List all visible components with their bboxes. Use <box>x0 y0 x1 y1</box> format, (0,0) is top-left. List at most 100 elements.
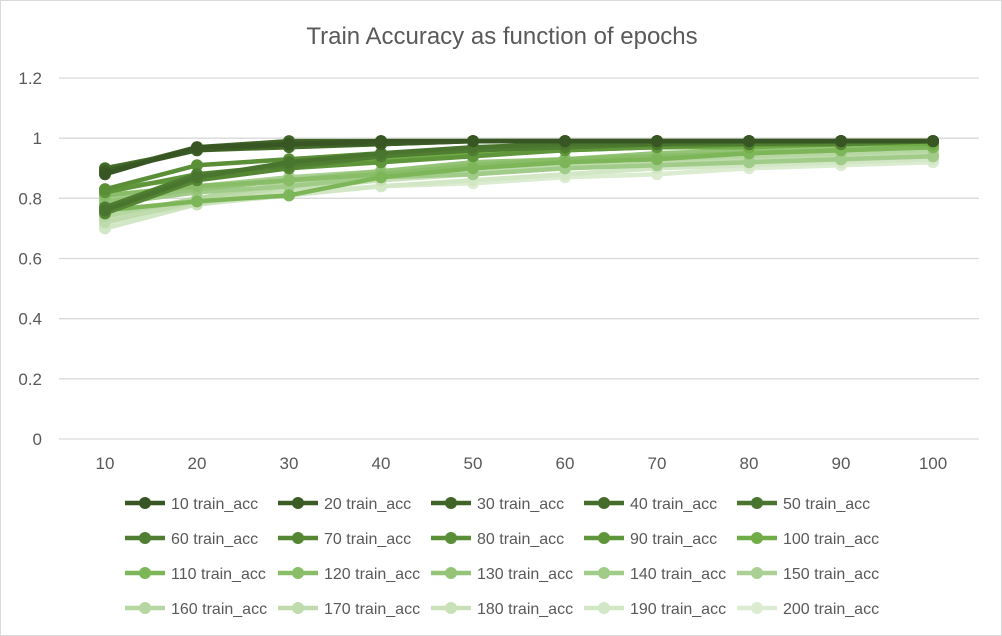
legend-swatch-marker <box>445 532 457 544</box>
data-point <box>467 162 479 175</box>
x-tick-label: 70 <box>648 454 667 473</box>
x-tick-label: 90 <box>832 454 851 473</box>
legend-swatch-marker <box>292 567 304 579</box>
data-point <box>835 153 847 166</box>
data-point <box>283 174 295 187</box>
legend-swatch-marker <box>292 497 304 509</box>
legend-label: 120 train_acc <box>324 566 420 583</box>
legend-swatch-marker <box>751 602 763 614</box>
legend-item: 60 train_acc <box>125 531 258 548</box>
legend-item: 90 train_acc <box>584 531 717 548</box>
y-tick-label: 0.2 <box>18 370 42 389</box>
legend-label: 130 train_acc <box>477 566 573 583</box>
legend-item: 50 train_acc <box>737 496 870 513</box>
legend-swatch-marker <box>751 532 763 544</box>
legend-item: 200 train_acc <box>737 601 879 618</box>
data-point <box>283 156 295 169</box>
data-point <box>927 150 939 163</box>
x-tick-label: 100 <box>919 454 947 473</box>
series-lines <box>99 135 939 235</box>
x-tick-label: 10 <box>96 454 115 473</box>
data-point <box>559 135 571 148</box>
data-point <box>375 135 387 148</box>
data-point <box>191 141 203 154</box>
data-point <box>835 135 847 148</box>
legend-item: 70 train_acc <box>278 531 411 548</box>
y-tick-label: 0.6 <box>18 250 42 269</box>
legend-item: 40 train_acc <box>584 496 717 513</box>
legend-swatch-marker <box>751 497 763 509</box>
legend-swatch-marker <box>445 567 457 579</box>
legend-label: 140 train_acc <box>630 566 726 583</box>
legend-item: 180 train_acc <box>431 601 573 618</box>
legend-swatch-marker <box>445 602 457 614</box>
y-tick-label: 0.4 <box>18 310 42 329</box>
data-point <box>191 195 203 208</box>
legend-item: 190 train_acc <box>584 601 726 618</box>
x-axis-ticks: 10 20 30 40 50 60 70 80 90 100 <box>96 454 948 473</box>
data-point <box>651 135 663 148</box>
legend-swatch-marker <box>139 567 151 579</box>
legend-label: 40 train_acc <box>630 496 717 513</box>
x-tick-label: 30 <box>280 454 299 473</box>
gridlines <box>59 77 979 440</box>
legend-label: 160 train_acc <box>171 601 267 618</box>
legend-label: 60 train_acc <box>171 531 258 548</box>
x-tick-label: 50 <box>464 454 483 473</box>
legend-label: 180 train_acc <box>477 601 573 618</box>
legend-swatch-marker <box>598 497 610 509</box>
data-point <box>99 204 111 217</box>
y-tick-label: 0 <box>33 430 42 449</box>
data-point <box>191 171 203 184</box>
legend-label: 200 train_acc <box>783 601 879 618</box>
data-point <box>375 171 387 184</box>
legend-label: 150 train_acc <box>783 566 879 583</box>
chart-title: Train Accuracy as function of epochs <box>306 23 697 50</box>
legend-swatch-marker <box>598 532 610 544</box>
legend-swatch-marker <box>751 567 763 579</box>
x-tick-label: 60 <box>556 454 575 473</box>
data-point <box>99 168 111 181</box>
x-tick-label: 40 <box>372 454 391 473</box>
series-line <box>104 153 934 207</box>
data-point <box>651 153 663 166</box>
legend-item: 100 train_acc <box>737 531 879 548</box>
legend-swatch-marker <box>598 567 610 579</box>
legend-swatch-marker <box>292 532 304 544</box>
legend-item: 140 train_acc <box>584 566 726 583</box>
legend-label: 70 train_acc <box>324 531 411 548</box>
legend-item: 160 train_acc <box>125 601 267 618</box>
legend-item: 170 train_acc <box>278 601 420 618</box>
legend-label: 80 train_acc <box>477 531 564 548</box>
data-point <box>927 135 939 148</box>
series-10-train_acc <box>99 135 939 181</box>
data-point <box>283 189 295 202</box>
legend-label: 20 train_acc <box>324 496 411 513</box>
legend-label: 30 train_acc <box>477 496 564 513</box>
legend-label: 170 train_acc <box>324 601 420 618</box>
legend-item: 80 train_acc <box>431 531 564 548</box>
legend-item: 130 train_acc <box>431 566 573 583</box>
data-point <box>191 159 203 172</box>
x-tick-label: 20 <box>188 454 207 473</box>
data-point <box>743 156 755 169</box>
legend-swatch-marker <box>292 602 304 614</box>
series-line <box>104 144 934 213</box>
legend-item: 110 train_acc <box>125 566 266 583</box>
data-point <box>283 138 295 151</box>
legend-label: 100 train_acc <box>783 531 879 548</box>
series-line <box>104 150 934 225</box>
legend-label: 10 train_acc <box>171 496 258 513</box>
legend-item: 20 train_acc <box>278 496 411 513</box>
y-tick-label: 0.8 <box>18 189 42 208</box>
data-point <box>743 135 755 148</box>
y-tick-label: 1.2 <box>18 69 42 88</box>
legend-swatch-marker <box>139 497 151 509</box>
data-point <box>559 156 571 169</box>
legend-label: 50 train_acc <box>783 496 870 513</box>
legend-item: 30 train_acc <box>431 496 564 513</box>
legend-swatch-marker <box>139 602 151 614</box>
legend-label: 90 train_acc <box>630 531 717 548</box>
legend-swatch-marker <box>445 497 457 509</box>
